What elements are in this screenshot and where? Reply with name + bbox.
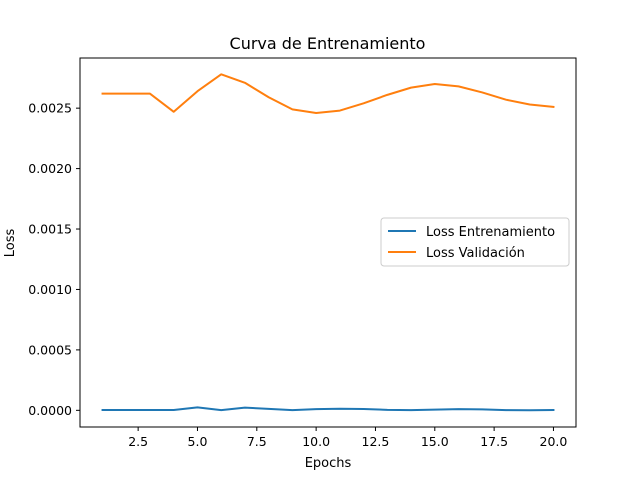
legend: Loss Entrenamiento Loss Validación [380, 217, 570, 267]
x-tick-label: 5.0 [188, 434, 208, 449]
chart-title: Curva de Entrenamiento [230, 34, 426, 53]
legend-label-loss-validacion: Loss Validación [426, 246, 525, 261]
x-axis: 2.5 5.0 7.5 10.0 12.5 15.0 17.5 20.0 [128, 427, 567, 449]
x-tick-label: 17.5 [480, 434, 508, 449]
series-layer [101, 73, 555, 412]
y-tick-label: 0.0020 [28, 161, 72, 176]
y-tick-label: 0.0005 [28, 342, 72, 357]
y-tick-label: 0.0025 [28, 101, 72, 116]
x-tick-label: 20.0 [540, 434, 568, 449]
y-tick-label: 0.0000 [28, 403, 72, 418]
x-axis-label: Epochs [305, 456, 352, 471]
plot-frame [79, 57, 577, 428]
series-line-loss-entrenamiento [101, 406, 555, 412]
x-tick-label: 7.5 [247, 434, 267, 449]
y-tick-label: 0.0010 [28, 282, 72, 297]
legend-label-loss-entrenamiento: Loss Entrenamiento [426, 225, 555, 240]
series-line-loss-validacion [101, 73, 555, 114]
x-tick-label: 15.0 [421, 434, 449, 449]
y-axis: 0.0000 0.0005 0.0010 0.0015 0.0020 0.0025 [28, 101, 80, 418]
y-tick-label: 0.0015 [28, 222, 72, 237]
x-tick-label: 12.5 [362, 434, 390, 449]
legend-box [380, 217, 570, 267]
x-tick-label: 10.0 [302, 434, 330, 449]
y-axis-label: Loss [3, 229, 18, 258]
x-tick-label: 2.5 [128, 434, 148, 449]
